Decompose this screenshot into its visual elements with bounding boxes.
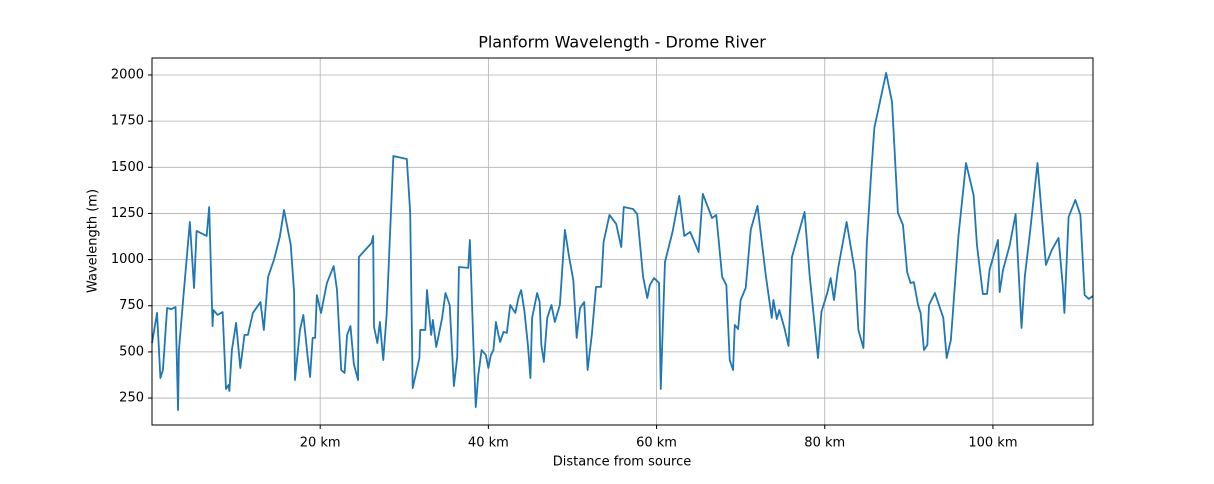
y-axis-label: Wavelength (m) bbox=[86, 189, 101, 293]
x-tick-label: 60 km bbox=[636, 436, 677, 451]
chart-title: Planform Wavelength - Drome River bbox=[478, 33, 766, 52]
x-tick-label: 20 km bbox=[300, 436, 341, 451]
y-tick-label: 750 bbox=[119, 298, 144, 313]
y-tick-label: 2000 bbox=[111, 67, 144, 82]
data-line bbox=[151, 72, 1094, 411]
x-tick-label: 40 km bbox=[468, 436, 509, 451]
x-tick-label: 80 km bbox=[804, 436, 845, 451]
plot-frame bbox=[151, 57, 1094, 426]
x-tick-label: 100 km bbox=[968, 436, 1017, 451]
x-axis-label: Distance from source bbox=[553, 455, 692, 470]
y-tick-label: 1250 bbox=[111, 206, 144, 221]
y-tick-label: 500 bbox=[119, 344, 144, 359]
y-tick-label: 250 bbox=[119, 391, 144, 406]
y-tick-label: 1500 bbox=[111, 160, 144, 175]
y-tick-label: 1000 bbox=[111, 252, 144, 267]
y-tick-label: 1750 bbox=[111, 114, 144, 129]
